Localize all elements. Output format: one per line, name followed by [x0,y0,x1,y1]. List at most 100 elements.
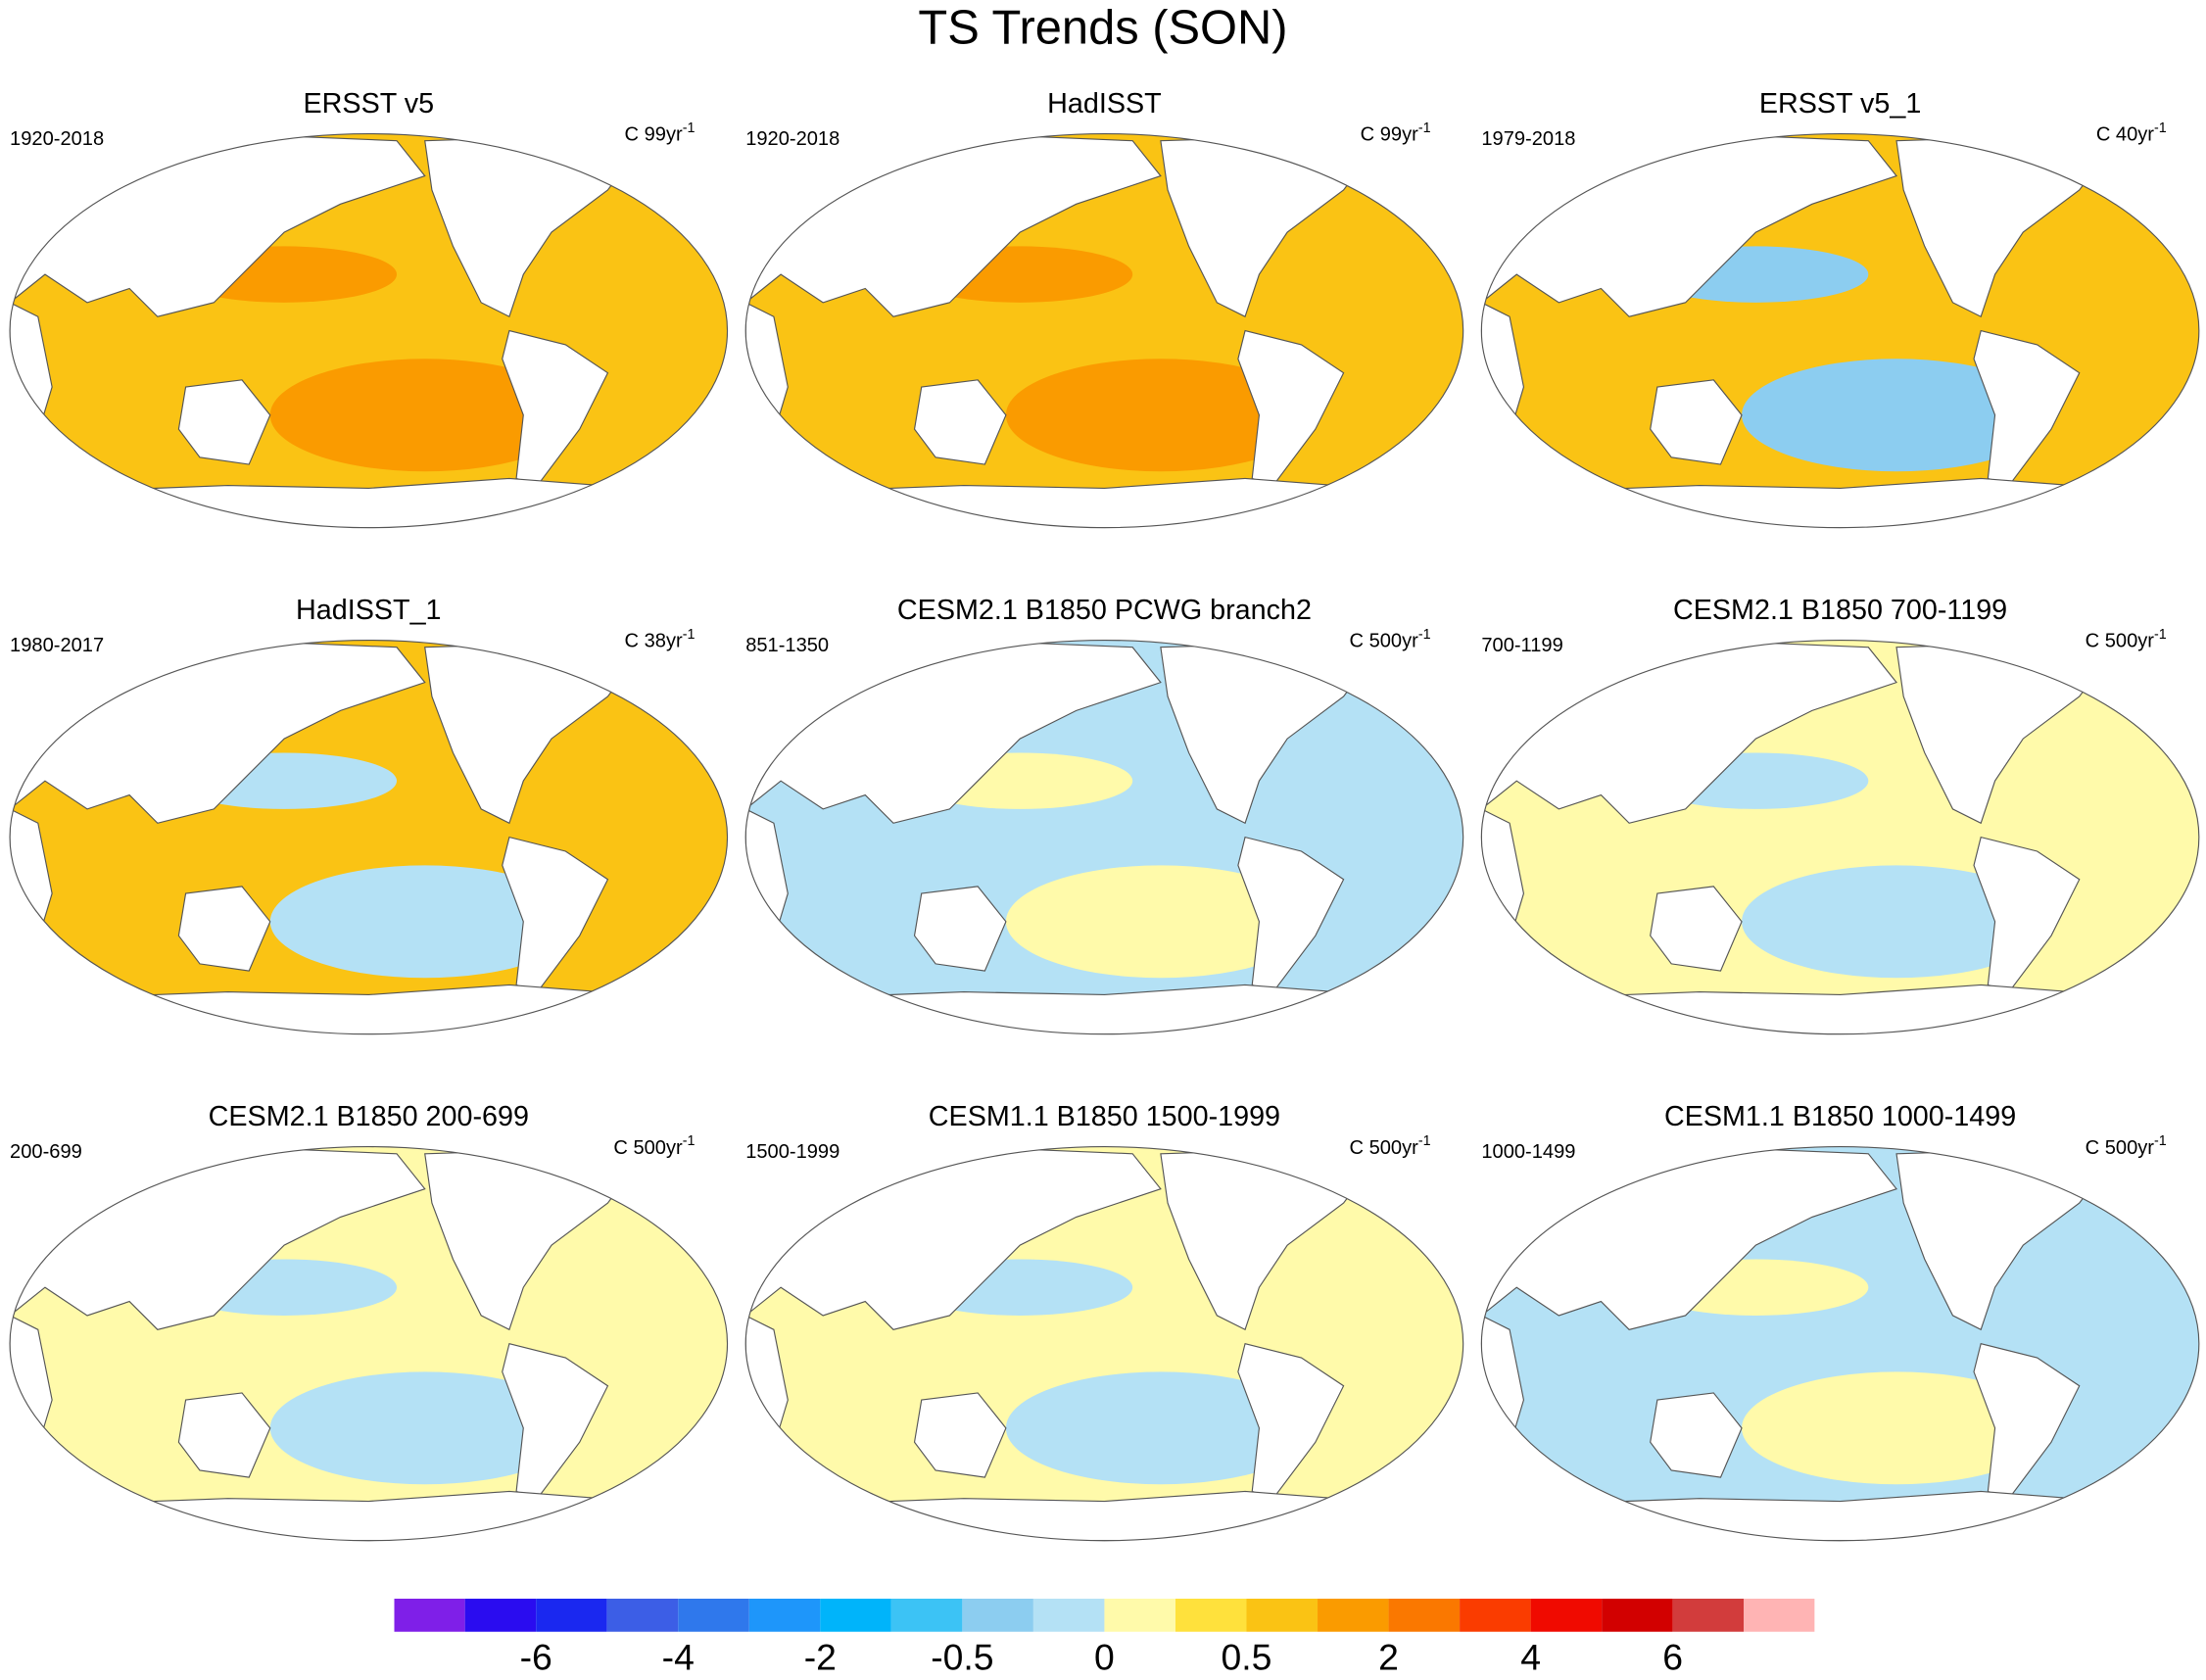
map-panel: CESM2.1 B1850 200-699 200-699 C 500yr-1 [9,1101,729,1542]
map [9,639,729,1035]
period-label: 700-1199 [1481,635,1562,656]
map-panel: CESM1.1 B1850 1500-1999 1500-1999 C 500yr-… [744,1101,1464,1542]
units-text: C 500yr [2086,631,2155,652]
map [1480,1146,2200,1542]
panel-title: CESM1.1 B1850 1500-1999 [929,1101,1280,1132]
units-label: C 500yr-1 [2086,1133,2167,1159]
period-label: 1920-2018 [10,128,104,150]
field-accent [1742,359,2052,472]
units-sup: -1 [2154,120,2167,136]
units-sup: -1 [1418,627,1431,643]
colorbar-label: 0 [1094,1637,1115,1678]
colorbar-box [464,1598,537,1633]
colorbar: -6 -4 -2 -0.5 0 0.5 2 4 6 [393,1598,1816,1678]
field-accent [1742,1371,2052,1485]
colorbar-box [1104,1598,1175,1633]
colorbar-box [1460,1598,1531,1633]
field-accent [269,359,580,472]
map-field [745,133,1463,528]
map-field [1481,640,2199,1034]
panel-title: HadISST_1 [296,595,441,626]
map-panel: ERSST v5 1920-2018 C 99yr-1 [9,88,729,529]
units-text: C 99yr [625,124,683,146]
units-text: C 500yr [2086,1137,2155,1159]
map [744,639,1464,1035]
colorbar-label: 0.5 [1222,1637,1272,1678]
units-label: C 500yr-1 [1349,627,1430,652]
map [9,132,729,529]
map-panel: ERSST v5_1 1979-2018 C 40yr-1 [1480,88,2200,529]
colorbar-box [1672,1598,1745,1633]
map [9,1146,729,1542]
colorbar-box [1530,1598,1603,1633]
period-label: 1979-2018 [1481,128,1575,150]
map-field [10,133,728,528]
field-accent [1005,359,1316,472]
units-text: C 500yr [1349,1137,1418,1159]
colorbar-box [394,1598,465,1633]
units-sup: -1 [683,120,695,136]
map-panel: CESM2.1 B1850 700-1199 700-1199 C 500yr-1 [1480,595,2200,1035]
field-accent [1742,865,2052,979]
map-field [1481,1146,2199,1541]
colorbar-box [1175,1598,1247,1633]
units-text: C 500yr [613,1137,683,1159]
map [1480,639,2200,1035]
period-label: 851-1350 [745,635,829,656]
units-label: C 500yr-1 [2086,627,2167,652]
units-sup: -1 [2154,1133,2167,1149]
colorbar-box [1318,1598,1389,1633]
colorbar-box [1032,1598,1105,1633]
figure-title: TS Trends (SON) [918,2,1287,55]
panel-title: CESM2.1 B1850 PCWG branch2 [897,595,1312,626]
map-field [745,640,1463,1034]
map-outline [744,1146,1464,1542]
colorbar-box [1744,1598,1815,1633]
map-outline [1480,639,2200,1035]
units-sup: -1 [1418,120,1431,136]
map-panel: HadISST 1920-2018 C 99yr-1 [744,88,1464,529]
units-text: C 99yr [1361,124,1418,146]
map-panel: CESM1.1 B1850 1000-1499 1000-1499 C 500yr-… [1480,1101,2200,1542]
colorbar-label: -0.5 [931,1637,993,1678]
period-label: 200-699 [10,1141,82,1163]
map-outline [9,639,729,1035]
period-label: 1920-2018 [745,128,839,150]
units-label: C 38yr-1 [625,627,695,652]
map-panel: HadISST_1 1980-2017 C 38yr-1 [9,595,729,1035]
panel-title: CESM2.1 B1850 700-1199 [1673,595,2007,626]
colorbar-box [890,1598,963,1633]
map-field [10,640,728,1034]
colorbar-label: -6 [520,1637,552,1678]
field-accent [269,865,580,979]
colorbar-label: 4 [1520,1637,1541,1678]
panel-title: ERSST v5_1 [1759,88,1921,120]
map-outline [744,132,1464,529]
colorbar-label: 6 [1662,1637,1683,1678]
colorbar-label: -2 [804,1637,837,1678]
units-label: C 500yr-1 [1349,1133,1430,1159]
period-label: 1980-2017 [10,635,104,656]
period-label: 1500-1999 [745,1141,839,1163]
map-outline [1480,132,2200,529]
units-sup: -1 [683,627,695,643]
panel-title: CESM1.1 B1850 1000-1499 [1664,1101,2016,1132]
map-field [745,1146,1463,1541]
colorbar-box [606,1598,679,1633]
colorbar-box [1246,1598,1319,1633]
colorbar-label: -4 [662,1637,695,1678]
field-accent [1005,865,1316,979]
units-text: C 38yr [625,631,683,652]
colorbar-box [962,1598,1033,1633]
units-label: C 99yr-1 [1361,120,1431,146]
map-outline [1480,1146,2200,1542]
map-panel: CESM2.1 B1850 PCWG branch2 851-1350 C 500y… [744,595,1464,1035]
field-accent [1005,1371,1316,1485]
colorbar-box [748,1598,821,1633]
colorbar-box [820,1598,891,1633]
units-label: C 99yr-1 [625,120,695,146]
colorbar-frame [393,1598,1816,1633]
map-outline [9,1146,729,1542]
